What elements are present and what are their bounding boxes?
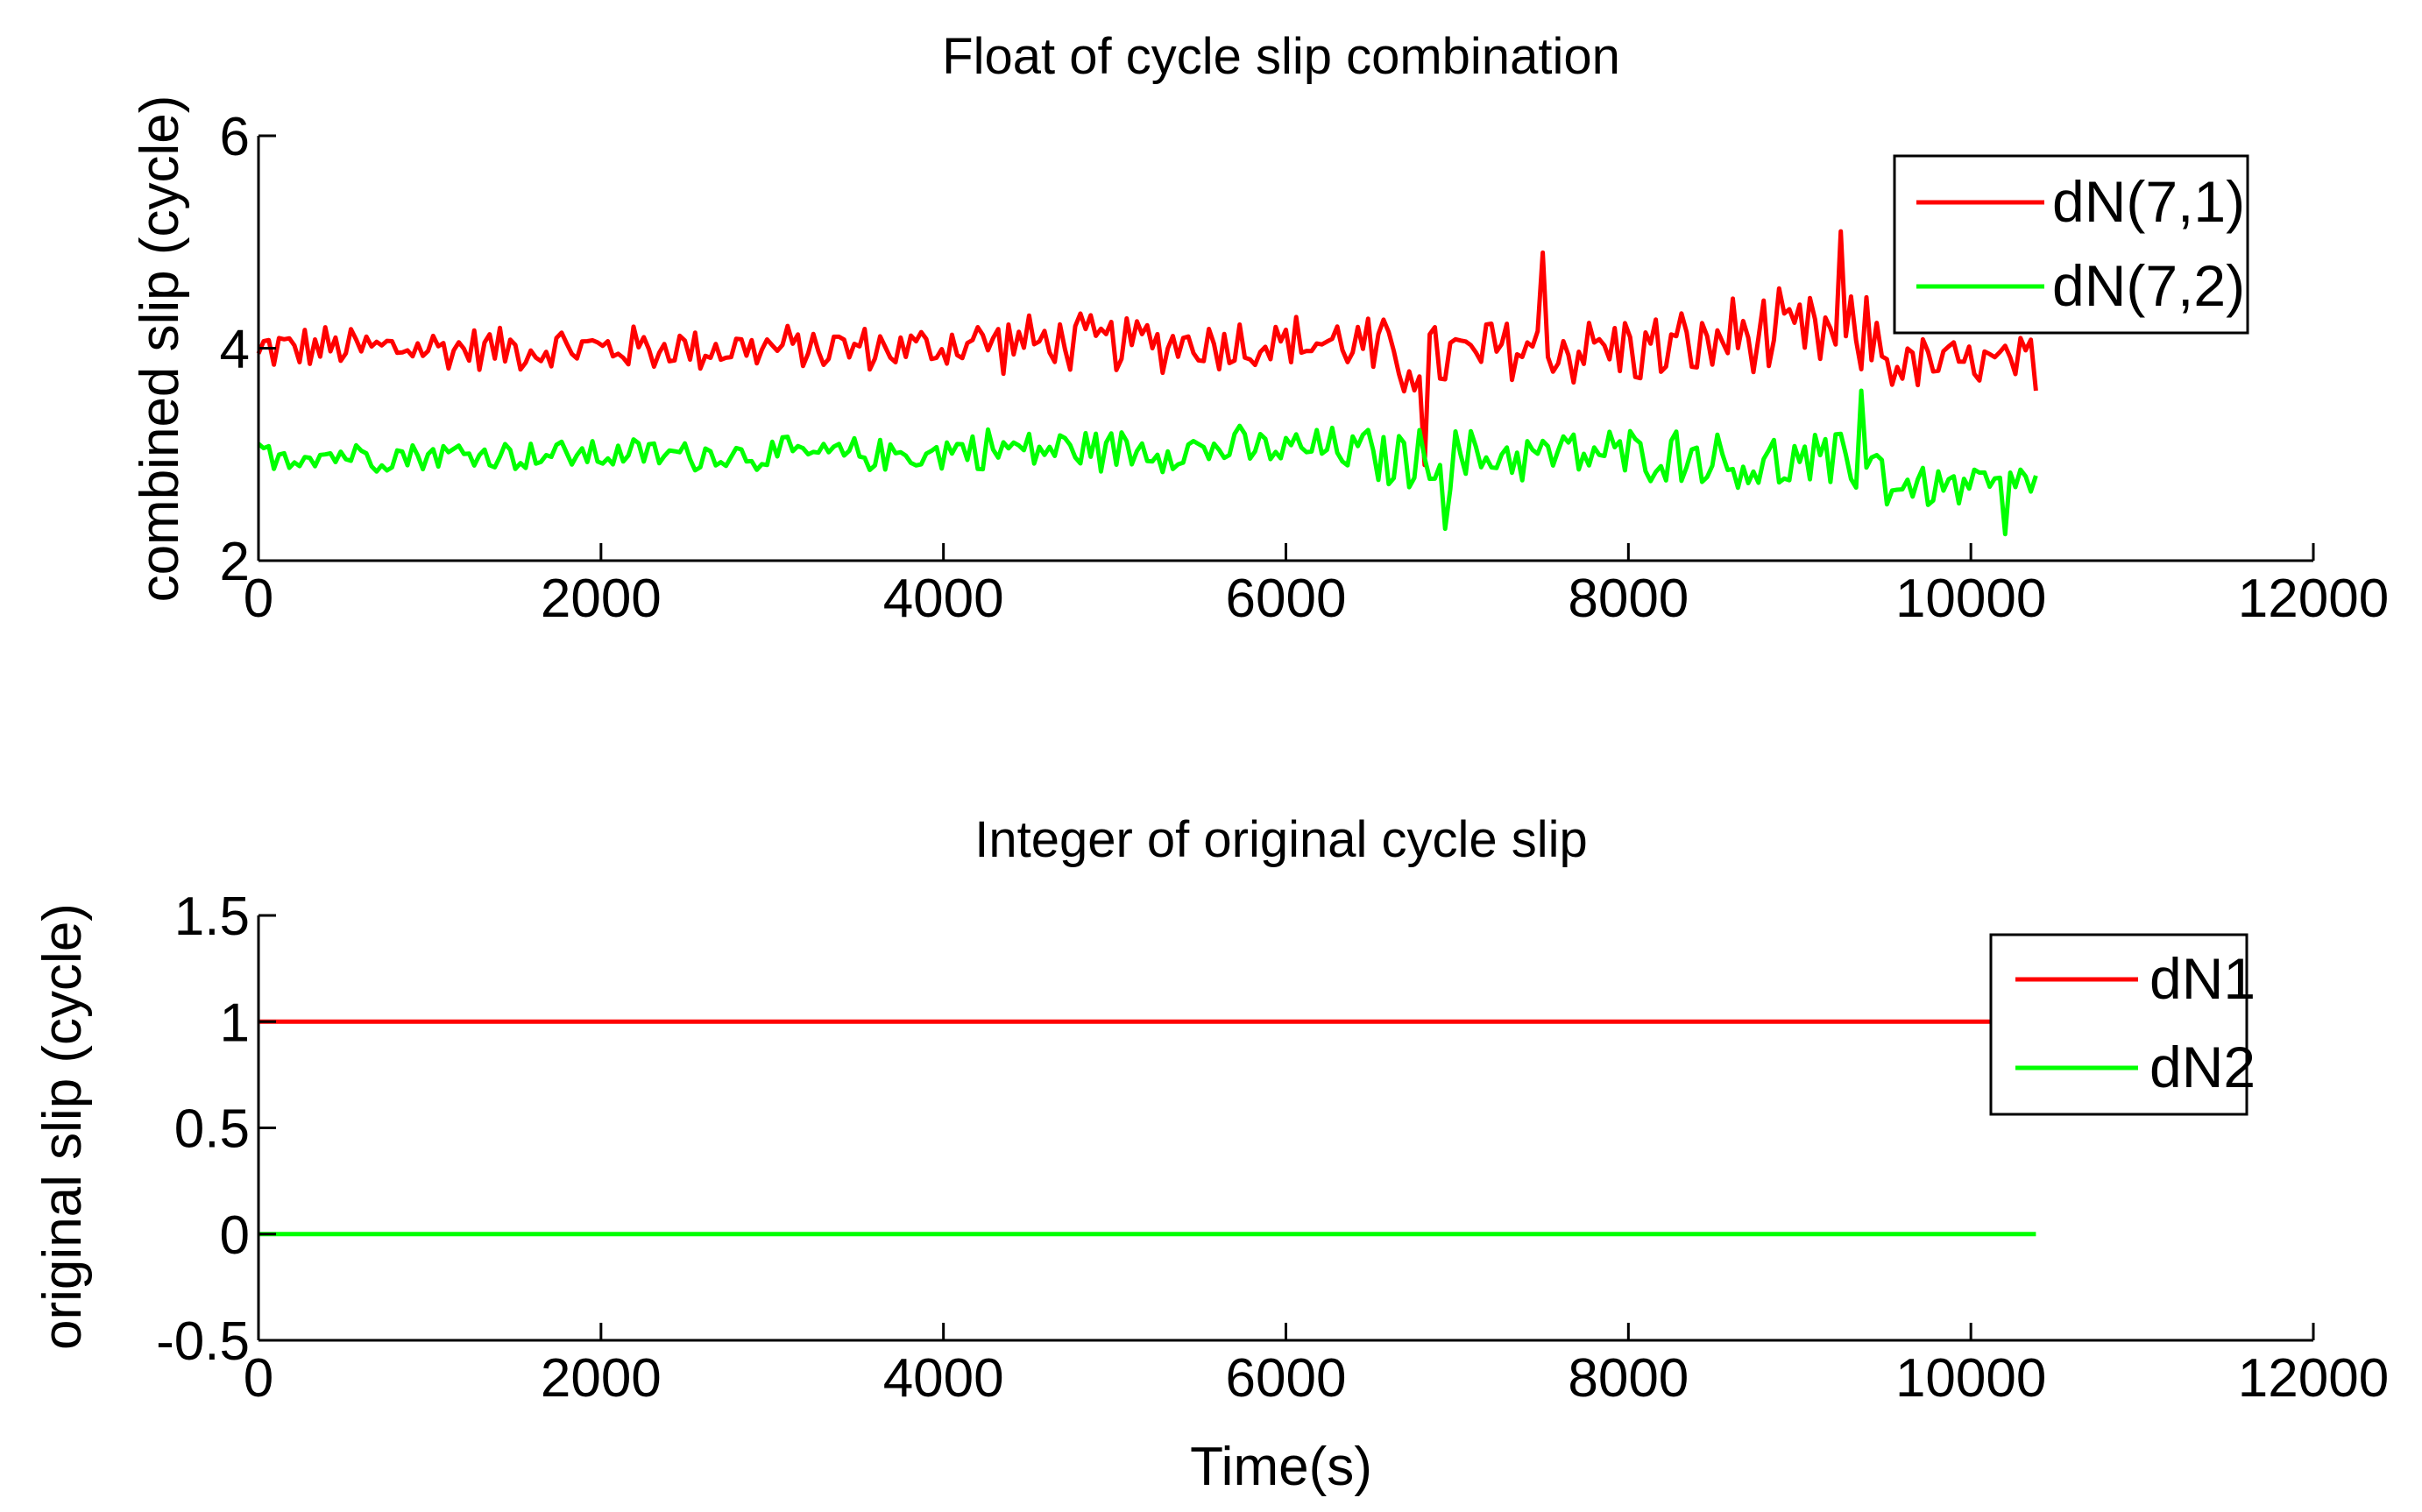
chart-0-x-tick-label: 6000: [1226, 569, 1347, 629]
chart-0-x-tick-label: 12000: [2238, 569, 2389, 629]
chart-1-x-tick-label: 6000: [1226, 1348, 1347, 1409]
chart-top-legend-label-dn72: dN(7,2): [2052, 253, 2245, 318]
chart-1-x-tick-label: 4000: [883, 1348, 1004, 1409]
chart-0-series-dn71-line: [256, 229, 2038, 468]
chart-0-x-tick-label: 4000: [883, 569, 1004, 629]
chart-0-y-tick-label: 6: [220, 107, 250, 167]
chart-1-x-tick-label: 2000: [541, 1348, 662, 1409]
chart-top: Float of cycle slip combination combined…: [130, 28, 2389, 629]
chart-0-x-tick-label: 2000: [541, 569, 662, 629]
chart-1-x-tick-label: 10000: [1895, 1348, 2046, 1409]
chart-1-x-tick-label: 8000: [1568, 1348, 1689, 1409]
chart-top-series-group: [256, 229, 2038, 537]
chart-bottom-legend-label-dn1: dN1: [2149, 946, 2256, 1011]
chart-1-x-tick-label: 12000: [2238, 1348, 2389, 1409]
chart-top-title: Float of cycle slip combination: [942, 28, 1620, 85]
chart-bottom-y-axis-label: original slip (cycle): [32, 903, 93, 1350]
chart-bottom-title: Integer of original cycle slip: [974, 811, 1588, 868]
chart-bottom-legend-label-dn2: dN2: [2149, 1035, 2256, 1099]
chart-1-y-tick-label: 1: [220, 993, 250, 1053]
chart-1-y-tick-label: 0.5: [174, 1099, 250, 1160]
chart-bottom: Integer of original cycle slip original …: [32, 811, 2389, 1497]
chart-top-axes: 0 2000 4000 6000 8000 10000 12000 2 4 6: [220, 107, 2390, 629]
chart-top-legend-label-dn71: dN(7,1): [2052, 169, 2245, 234]
chart-bottom-legend-box: [1989, 933, 2248, 1116]
chart-top-y-axis-label: combined slip (cycle): [130, 95, 190, 603]
chart-1-y-tick-label: 1.5: [174, 887, 250, 947]
chart-0-x-tick-label: 8000: [1568, 569, 1689, 629]
chart-top-legend: dN(7,1) dN(7,2): [1893, 154, 2249, 335]
chart-bottom-series-group: [258, 1019, 2036, 1237]
chart-0-series-dn72-line: [257, 388, 2038, 537]
chart-0-x-tick-label: 10000: [1895, 569, 2046, 629]
chart-bottom-axes: 0 2000 4000 6000 8000 10000 12000-0.500.511.5: [156, 887, 2389, 1409]
chart-0-x-tick-label: 0: [244, 569, 273, 629]
chart-0-y-tick-label: 2: [220, 532, 250, 592]
chart-bottom-legend: dN1 dN2: [1989, 933, 2256, 1116]
chart-0-y-tick-label: 4: [220, 320, 250, 380]
chart-top-legend-box: [1893, 154, 2249, 335]
chart-bottom-x-axis-label: Time(s): [1190, 1437, 1372, 1497]
chart-1-x-tick-label: 0: [244, 1348, 273, 1409]
chart-1-y-tick-label: -0.5: [156, 1311, 250, 1372]
chart-1-y-tick-label: 0: [220, 1205, 250, 1266]
